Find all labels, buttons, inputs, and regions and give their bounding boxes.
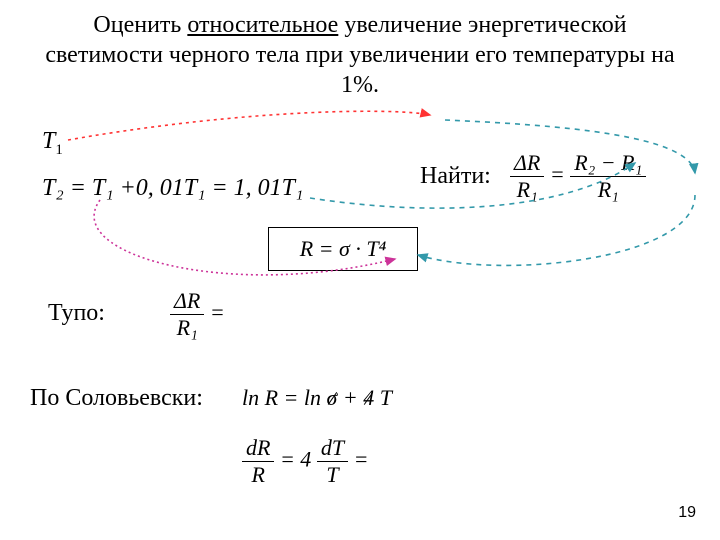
- brute-force-equation: ΔR R₁ =: [170, 288, 225, 341]
- problem-title: Оценить относительное увеличение энергет…: [40, 10, 680, 100]
- given-T1: T1: [42, 128, 63, 159]
- stefan-boltzmann-box: R = σ · T⁴: [268, 227, 418, 271]
- find-equation: ΔR R₁ = R₂ − R₁ R₁: [510, 150, 646, 203]
- soloviev-eq-2: dR R = 4 dT T =: [242, 435, 368, 488]
- find-label: Найти:: [420, 163, 491, 190]
- page-number: 19: [678, 504, 696, 522]
- given-T2-equation: T₂ = T₁ +0, 01T₁ = 1, 01T₁: [42, 175, 303, 202]
- soloviev-label: По Соловьевски:: [30, 385, 203, 412]
- soloviev-eq-1: ln R = ln σ + 4 T: [242, 385, 392, 411]
- brute-force-label: Тупо:: [48, 300, 105, 327]
